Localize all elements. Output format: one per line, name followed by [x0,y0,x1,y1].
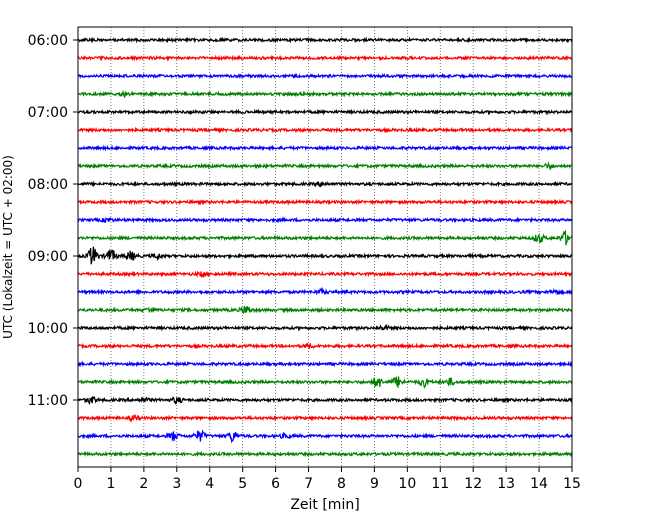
trace-0930 [77,286,573,296]
trace-0900 [77,246,573,265]
trace-1015 [77,342,573,350]
trace-1000 [77,324,573,332]
trace-lines [77,36,573,458]
y-tick-label: 08:00 [28,177,68,193]
y-tick-label: 06:00 [28,33,68,49]
trace-0745 [77,161,573,172]
x-tick-label: 12 [464,476,482,492]
trace-0845 [77,229,573,246]
trace-1100 [77,396,573,406]
x-tick-label: 0 [74,476,83,492]
trace-0945 [77,305,573,315]
y-tick-label: 10:00 [28,321,68,337]
x-tick-label: 6 [271,476,280,492]
trace-0830 [77,216,573,224]
x-tick-label: 13 [497,476,515,492]
x-tick-label: 9 [370,476,379,492]
x-tick-label: 1 [106,476,115,492]
trace-0615 [77,54,572,62]
y-tick-label: 07:00 [28,105,68,121]
x-tick-label: 11 [431,476,449,492]
trace-0800 [77,180,573,188]
trace-0715 [77,126,573,134]
x-tick-label: 10 [398,476,416,492]
trace-0600 [77,36,573,44]
trace-0700 [77,108,573,116]
trace-1045 [77,376,573,389]
y-tick-label: 09:00 [28,249,68,265]
trace-1030 [77,360,573,368]
trace-0730 [77,144,573,152]
x-tick-label: 7 [304,476,313,492]
trace-0815 [77,198,573,206]
x-axis-label: Zeit [min] [290,497,359,513]
trace-0645 [77,89,573,99]
x-tick-label: 3 [172,476,181,492]
y-tick-label: 11:00 [28,393,68,409]
y-axis-ticks: 06:00 07:00 08:00 09:00 10:00 11:00 [28,33,78,409]
trace-1115 [77,413,573,423]
trace-0915 [77,270,573,279]
plot-frame [77,26,573,468]
x-tick-label: 14 [530,476,548,492]
x-axis-ticks: 0 1 2 3 4 5 6 7 8 9 10 11 12 13 14 15 [74,467,581,492]
x-tick-label: 5 [238,476,247,492]
x-tick-label: 2 [139,476,148,492]
y-axis-label: UTC (Lokalzeit = UTC + 02:00) [1,155,15,339]
trace-1145 [77,450,573,458]
x-tick-label: 4 [205,476,214,492]
trace-0630 [77,72,573,80]
x-tick-label: 15 [563,476,581,492]
x-tick-label: 8 [337,476,346,492]
trace-1130 [77,429,573,444]
